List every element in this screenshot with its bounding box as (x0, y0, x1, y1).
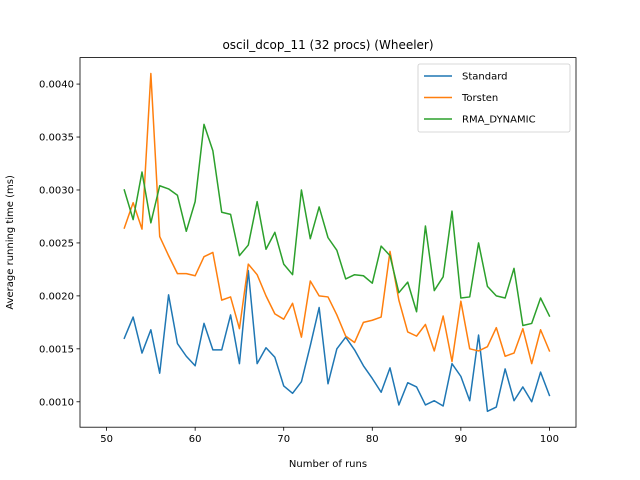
y-tick-label: 0.0020 (39, 291, 74, 302)
y-tick-label: 0.0025 (39, 239, 74, 250)
legend: Standard Torsten RMA_DYNAMIC (417, 63, 571, 133)
legend-label: RMA_DYNAMIC (462, 115, 536, 126)
x-axis: 50 60 70 80 90 100 (100, 427, 559, 445)
series-line-rma-dynamic (123, 123, 551, 327)
legend-label: Standard (462, 72, 508, 83)
chart-title: oscil_dcop_11 (32 procs) (Wheeler) (222, 38, 433, 52)
y-tick-label: 0.0035 (39, 133, 74, 144)
y-axis: 0.0010 0.0015 0.0020 0.0025 0.0030 0.0035 0.00… (39, 80, 80, 408)
x-tick-label: 80 (366, 434, 379, 445)
x-tick-label: 100 (540, 434, 559, 445)
x-tick-label: 70 (277, 434, 290, 445)
y-tick-label: 0.0040 (39, 80, 74, 91)
legend-label: Torsten (461, 93, 498, 104)
x-tick-label: 90 (454, 434, 467, 445)
y-tick-label: 0.0015 (39, 344, 74, 355)
x-axis-label: Number of runs (289, 459, 367, 470)
series-line-standard (123, 269, 551, 413)
legend-box (417, 63, 571, 133)
plot-frame (79, 57, 577, 428)
y-tick-label: 0.0010 (39, 397, 74, 408)
series-line-torsten (123, 72, 551, 365)
y-axis-label: Average running time (ms) (5, 175, 16, 310)
y-tick-label: 0.0030 (39, 186, 74, 197)
x-tick-label: 50 (100, 434, 113, 445)
series-lines (123, 72, 551, 413)
x-tick-label: 60 (189, 434, 202, 445)
